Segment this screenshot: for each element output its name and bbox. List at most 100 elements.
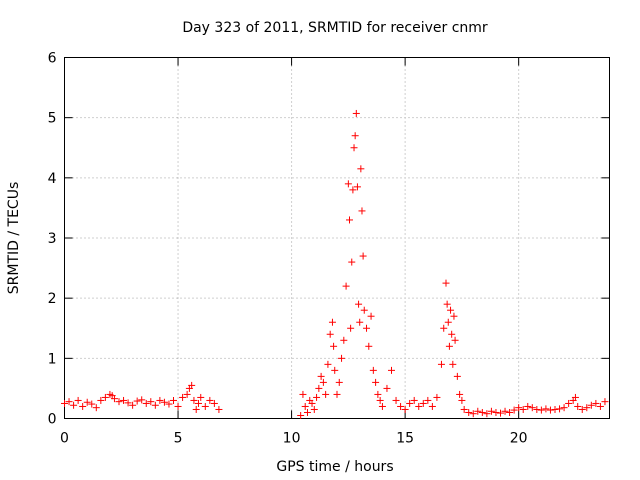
data-point xyxy=(351,132,359,140)
data-point xyxy=(401,405,409,413)
data-point xyxy=(360,306,368,314)
data-point xyxy=(574,402,582,410)
data-point xyxy=(397,402,405,410)
data-point xyxy=(349,186,357,194)
data-point xyxy=(363,324,371,332)
data-point xyxy=(510,406,518,414)
x-tick-label: 20 xyxy=(510,431,528,447)
data-point xyxy=(374,390,382,398)
y-tick-label: 5 xyxy=(48,111,57,127)
y-tick-label: 3 xyxy=(48,231,57,247)
data-point xyxy=(533,405,541,413)
data-point xyxy=(448,330,456,338)
data-point xyxy=(342,282,350,290)
data-point xyxy=(151,401,159,409)
data-point xyxy=(210,399,218,407)
data-point xyxy=(215,405,223,413)
data-point xyxy=(365,342,373,350)
data-point xyxy=(492,408,500,416)
y-tick-label: 0 xyxy=(48,412,57,428)
data-point xyxy=(133,397,141,405)
data-point xyxy=(596,402,604,410)
data-point xyxy=(465,408,473,416)
data-point xyxy=(97,396,105,404)
data-point xyxy=(406,399,414,407)
data-point xyxy=(194,399,202,407)
data-point xyxy=(352,109,360,117)
data-point xyxy=(310,405,318,413)
data-point xyxy=(451,336,459,344)
data-point xyxy=(324,360,332,368)
data-point xyxy=(192,405,200,413)
data-point xyxy=(160,398,168,406)
data-point xyxy=(367,312,375,320)
data-point xyxy=(190,396,198,404)
data-point xyxy=(147,398,155,406)
data-point xyxy=(197,393,205,401)
data-point xyxy=(442,279,450,287)
data-point xyxy=(317,372,325,380)
data-point xyxy=(308,399,316,407)
data-points xyxy=(61,109,609,419)
data-point xyxy=(542,405,550,413)
y-axis-label: SRMTID / TECUs xyxy=(6,182,22,295)
data-point xyxy=(328,318,336,326)
data-point xyxy=(330,342,338,350)
data-point xyxy=(592,399,600,407)
data-point xyxy=(124,399,132,407)
data-point xyxy=(447,306,455,314)
data-point xyxy=(469,410,477,418)
data-point xyxy=(449,360,457,368)
data-point xyxy=(345,216,353,224)
data-point xyxy=(165,400,173,408)
data-point xyxy=(440,324,448,332)
data-point xyxy=(174,402,182,410)
y-tick-label: 1 xyxy=(48,351,57,367)
data-point xyxy=(601,398,609,406)
data-point xyxy=(456,390,464,398)
data-point xyxy=(450,312,458,320)
data-point xyxy=(578,405,586,413)
data-point xyxy=(206,396,214,404)
data-point xyxy=(392,396,400,404)
data-point xyxy=(348,258,356,266)
data-point xyxy=(571,393,579,401)
data-point xyxy=(474,407,482,415)
data-point xyxy=(350,144,358,152)
data-point xyxy=(497,409,504,417)
data-point xyxy=(355,300,363,308)
y-tick-label: 6 xyxy=(48,51,57,67)
data-point xyxy=(437,360,445,368)
data-point xyxy=(347,324,355,332)
data-point xyxy=(129,401,137,409)
data-point xyxy=(587,401,595,409)
x-tick-labels: 0 5 10 15 20 xyxy=(60,431,528,447)
data-point xyxy=(70,401,78,409)
y-tick-labels: 0 1 2 3 4 5 6 xyxy=(48,51,57,428)
data-point xyxy=(357,165,365,173)
data-point xyxy=(335,378,343,386)
data-point xyxy=(356,318,364,326)
data-point xyxy=(313,393,321,401)
data-point xyxy=(445,342,453,350)
data-point xyxy=(359,252,367,260)
data-point xyxy=(546,406,554,414)
data-point xyxy=(61,399,68,407)
data-point xyxy=(303,408,311,416)
data-point xyxy=(101,393,109,401)
data-point xyxy=(188,381,196,389)
data-point xyxy=(483,410,491,418)
y-tick-label: 4 xyxy=(48,171,57,187)
data-point xyxy=(326,330,334,338)
data-point xyxy=(79,402,87,410)
data-point xyxy=(315,384,323,392)
data-point xyxy=(142,399,150,407)
data-point xyxy=(378,402,386,410)
data-point xyxy=(179,393,187,401)
data-point xyxy=(201,402,209,410)
data-point xyxy=(415,402,423,410)
x-tick-label: 15 xyxy=(396,431,414,447)
data-point xyxy=(460,405,468,413)
data-point xyxy=(478,408,486,416)
data-point xyxy=(138,396,146,404)
